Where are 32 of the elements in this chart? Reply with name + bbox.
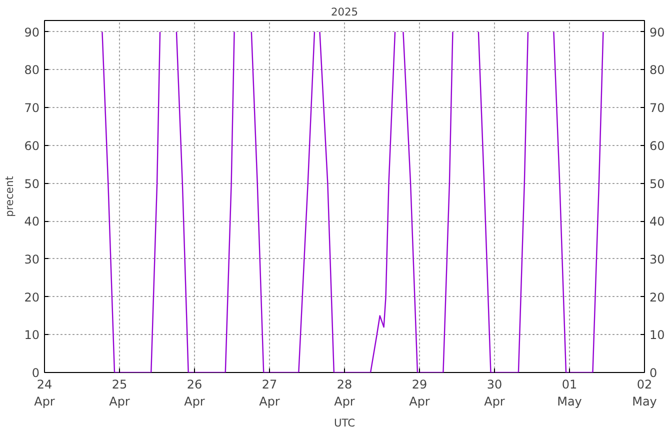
y2-tick-label: 50 — [650, 176, 665, 191]
y2-tick-label: 10 — [650, 328, 665, 342]
y-tick-label: 40 — [24, 214, 40, 229]
x-tick-label: 26 Apr — [184, 378, 205, 408]
y-tick-label: 0 — [32, 366, 40, 380]
y-axis-title: precent — [3, 176, 16, 217]
y2-tick-label: 60 — [650, 138, 665, 153]
y-tick-label: 10 — [24, 328, 40, 342]
chart-title: 2025 — [330, 6, 358, 18]
x-tick-label: 28 Apr — [334, 378, 355, 408]
y2-tick-label: 90 — [650, 25, 665, 40]
y2-tick-label: 80 — [650, 63, 665, 78]
x-tick-label: 29 Apr — [409, 378, 430, 408]
y-tick-label: 70 — [24, 101, 40, 116]
x-tick-label: 02 May — [632, 378, 657, 408]
x-tick-label: 27 Apr — [259, 378, 280, 408]
x-tick-label: 25 Apr — [109, 378, 130, 408]
y2-tick-label: 70 — [650, 101, 665, 116]
y2-tick-label: 30 — [650, 252, 665, 266]
x-tick-label: 30 Apr — [484, 378, 505, 408]
y-tick-label: 90 — [24, 25, 40, 40]
x-tick-label: 24 Apr — [34, 378, 55, 408]
y-tick-label: 20 — [24, 290, 40, 304]
y-tick-label: 50 — [24, 176, 40, 191]
y2-tick-label: 40 — [650, 214, 665, 229]
y-tick-label: 60 — [24, 138, 40, 153]
y-tick-label: 80 — [24, 63, 40, 78]
x-axis-title: UTC — [334, 416, 356, 430]
y2-tick-label: 20 — [650, 290, 665, 304]
x-tick-label: 01 May — [557, 378, 582, 408]
y2-tick-label: 0 — [650, 366, 658, 380]
y-tick-label: 30 — [24, 252, 40, 266]
